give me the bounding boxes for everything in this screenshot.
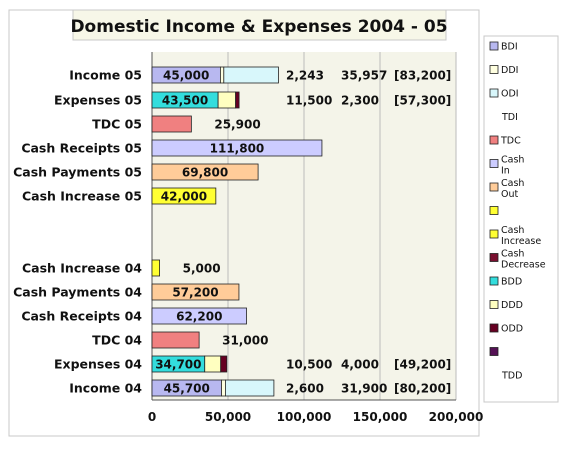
data-label: 69,800 <box>182 166 228 180</box>
data-label: 2,600 <box>286 382 324 396</box>
legend-swatch-odd <box>489 323 499 333</box>
data-label: 10,500 <box>286 358 332 372</box>
legend-swatch-ddd <box>489 300 499 309</box>
legend-swatch-cash-increase <box>489 229 499 239</box>
legend-swatch-bdd <box>489 276 499 286</box>
bar-segment-cash-out <box>151 163 259 181</box>
bar-segment-cash-increase <box>151 187 217 205</box>
legend-swatch-cash-out <box>489 182 499 192</box>
data-label: 45,700 <box>164 382 210 396</box>
legend-swatch-cash-decrease <box>489 253 499 262</box>
value-labels: 45,000 2,243 35,957 [83,200] 43,500 11,500 2,3… <box>155 69 451 396</box>
bar-segment-cash-out <box>151 283 240 301</box>
category-label: TDC 04 <box>92 333 142 348</box>
data-label: 35,957 <box>341 69 387 83</box>
bar-segment-ddi <box>221 379 226 397</box>
legend-box <box>483 35 559 403</box>
bar-segment-odd <box>220 355 228 373</box>
bar-segment-odd <box>235 91 240 109</box>
total-label: [49,200] <box>394 358 451 372</box>
data-label: 43,500 <box>162 94 208 108</box>
legend-label: Cash Out <box>501 178 524 200</box>
title-box <box>72 9 447 41</box>
legend-label: DDI <box>501 65 518 76</box>
legend-label: Cash Decrease <box>501 249 546 271</box>
data-label: 25,900 <box>214 118 260 132</box>
data-label: 2,300 <box>341 94 379 108</box>
category-label: Cash Receipts 05 <box>21 141 142 156</box>
bar-segment-cash-in <box>151 139 323 157</box>
data-label: 31,900 <box>341 382 387 396</box>
data-label: 31,000 <box>222 334 268 348</box>
bar-segment-cash-increase <box>151 259 160 277</box>
x-tick-label: 50,000 <box>205 410 251 424</box>
category-label: Cash Receipts 04 <box>21 309 142 324</box>
bar-segment-cash-in <box>151 307 247 325</box>
legend-swatch-cash-increase <box>489 206 499 215</box>
category-label: Expenses 04 <box>54 357 142 372</box>
legend-label: BDI <box>501 42 518 53</box>
category-label: Cash Payments 05 <box>13 165 142 180</box>
legend-label: DDD <box>501 300 523 311</box>
chart-title: Domestic Income & Expenses 2004 - 05 <box>70 17 447 37</box>
legend-label: Cash Increase <box>501 225 541 247</box>
legend-label: ODD <box>501 324 523 335</box>
legend-label: BDD <box>501 277 522 288</box>
x-tick-labels: 0 50,000 100,000 150,000 200,000 <box>148 410 484 424</box>
bar-segment-odi <box>225 379 275 397</box>
category-label: Income 04 <box>69 381 142 396</box>
category-label: Expenses 05 <box>54 93 142 108</box>
gridlines <box>151 52 457 401</box>
bar-segment-ddd <box>204 355 222 373</box>
category-label: TDC 05 <box>92 117 142 132</box>
legend-label: TDD <box>501 371 522 382</box>
total-label: [57,300] <box>394 94 451 108</box>
bars <box>151 66 323 397</box>
data-label: 62,200 <box>176 310 222 324</box>
legend-swatch-tdd <box>489 347 499 356</box>
legend-label: TDC <box>500 136 521 147</box>
x-tick-label: 150,000 <box>353 410 408 424</box>
bar-segment-ddi <box>219 66 225 84</box>
legend-swatch-ddi <box>489 65 499 74</box>
total-label: [83,200] <box>394 69 451 83</box>
data-label: 57,200 <box>172 286 218 300</box>
category-label: Income 05 <box>69 68 142 83</box>
legend-swatch-cash-in <box>489 159 499 168</box>
category-labels: Income 05 Expenses 05 TDC 05 Cash Receipts … <box>13 68 142 396</box>
x-tick-label: 0 <box>148 410 156 424</box>
x-tick-label: 200,000 <box>429 410 484 424</box>
data-label: 4,000 <box>341 358 379 372</box>
data-label: 11,500 <box>286 94 332 108</box>
bar-segment-ddd <box>217 91 236 109</box>
data-label: 45,000 <box>163 69 209 83</box>
x-tick-label: 100,000 <box>277 410 332 424</box>
data-label: 34,700 <box>155 358 201 372</box>
data-label: 42,000 <box>161 190 207 204</box>
legend-label: ODI <box>501 89 519 100</box>
bar-segment-tdc <box>151 115 192 133</box>
legend-label: TDI <box>501 112 518 123</box>
bar-segment-odi <box>223 66 279 84</box>
legend-swatch-bdi <box>489 41 499 51</box>
legend-label: Cash In <box>501 155 524 177</box>
category-label: Cash Increase 05 <box>22 189 142 204</box>
legend-swatch-odi <box>489 88 499 98</box>
data-label: 5,000 <box>183 262 221 276</box>
bar-segment-tdc <box>151 331 200 349</box>
category-label: Cash Payments 04 <box>13 285 142 300</box>
total-label: [80,200] <box>394 382 451 396</box>
category-label: Cash Increase 04 <box>22 261 142 276</box>
data-label: 2,243 <box>286 69 324 83</box>
data-label: 111,800 <box>210 142 265 156</box>
legend-swatch-tdc <box>489 135 499 145</box>
